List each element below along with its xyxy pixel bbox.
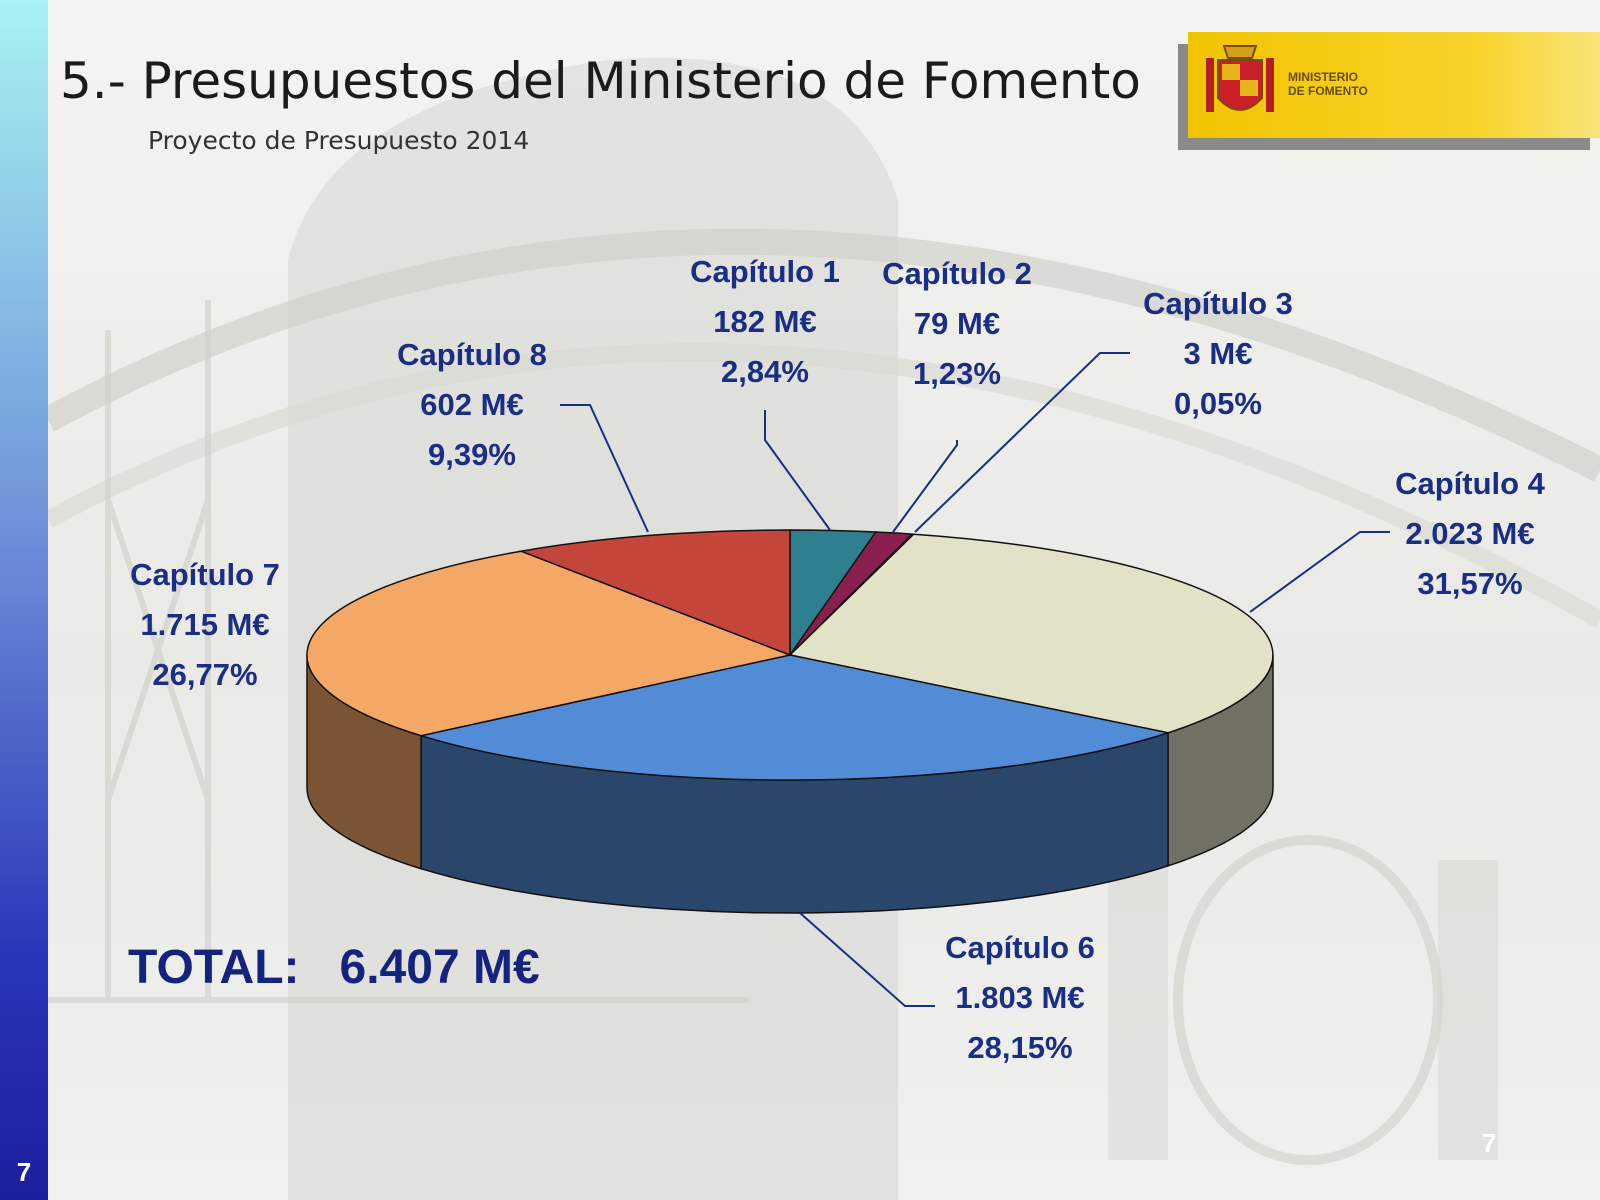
label-percent: 31,57% bbox=[1417, 566, 1522, 601]
label-percent: 1,23% bbox=[913, 356, 1001, 391]
ministry-logo: MINISTERIO DE FOMENTO bbox=[1188, 32, 1600, 138]
label-value: 1.715 M€ bbox=[140, 607, 269, 642]
page-title: 5.- Presupuestos del Ministerio de Fomen… bbox=[60, 52, 1141, 110]
label-value: 3 M€ bbox=[1184, 336, 1253, 371]
leader-line-3 bbox=[914, 352, 1130, 533]
total-budget: TOTAL: 6.407 M€ bbox=[128, 941, 540, 994]
data-label-6: Capítulo 7 1.715 M€ 26,77% bbox=[130, 557, 280, 692]
pie-slice-4 bbox=[788, 533, 1274, 734]
label-percent: 28,15% bbox=[967, 1030, 1072, 1065]
data-label-2: Capítulo 2 79 M€ 1,23% bbox=[882, 256, 1032, 391]
label-name: Capítulo 7 bbox=[130, 557, 280, 592]
label-name: Capítulo 4 bbox=[1395, 466, 1546, 501]
coat-of-arms-icon bbox=[1206, 45, 1274, 112]
label-name: Capítulo 6 bbox=[945, 930, 1095, 965]
label-percent: 0,05% bbox=[1174, 386, 1262, 421]
pie-slice-5 bbox=[418, 654, 1171, 781]
side-slide-number: 7 bbox=[16, 1157, 32, 1187]
label-percent: 2,84% bbox=[721, 354, 809, 389]
pie-slice-6 bbox=[306, 550, 793, 737]
label-percent: 26,77% bbox=[152, 657, 257, 692]
leader-line-2 bbox=[892, 440, 958, 533]
data-label-1: Capítulo 1 182 M€ 2,84% bbox=[690, 254, 840, 389]
label-percent: 9,39% bbox=[428, 437, 516, 472]
pie-slice-7 bbox=[518, 529, 791, 657]
ministry-logo-text: MINISTERIO DE FOMENTO bbox=[1288, 70, 1368, 98]
leader-line-4 bbox=[1249, 531, 1390, 613]
data-label-7: Capítulo 8 602 M€ 9,39% bbox=[397, 337, 547, 472]
data-label-5: Capítulo 6 1.803 M€ 28,15% bbox=[945, 930, 1095, 1065]
label-name: Capítulo 2 bbox=[882, 256, 1032, 291]
leader-line-1 bbox=[764, 410, 831, 531]
label-value: 602 M€ bbox=[420, 387, 523, 422]
data-label-4: Capítulo 4 2.023 M€ 31,57% bbox=[1395, 466, 1546, 601]
side-strip: 7 bbox=[0, 0, 48, 1200]
label-value: 182 M€ bbox=[713, 304, 816, 339]
label-name: Capítulo 8 bbox=[397, 337, 547, 372]
label-name: Capítulo 3 bbox=[1143, 286, 1293, 321]
label-value: 1.803 M€ bbox=[955, 980, 1084, 1015]
leader-line-7 bbox=[560, 404, 649, 533]
label-name: Capítulo 1 bbox=[690, 254, 840, 289]
data-label-3: Capítulo 3 3 M€ 0,05% bbox=[1143, 286, 1293, 421]
label-value: 79 M€ bbox=[914, 306, 1000, 341]
slide-number: 7 bbox=[1482, 1128, 1497, 1158]
leader-line-5 bbox=[799, 912, 935, 1007]
page-subtitle: Proyecto de Presupuesto 2014 bbox=[148, 126, 530, 155]
label-value: 2.023 M€ bbox=[1405, 516, 1534, 551]
